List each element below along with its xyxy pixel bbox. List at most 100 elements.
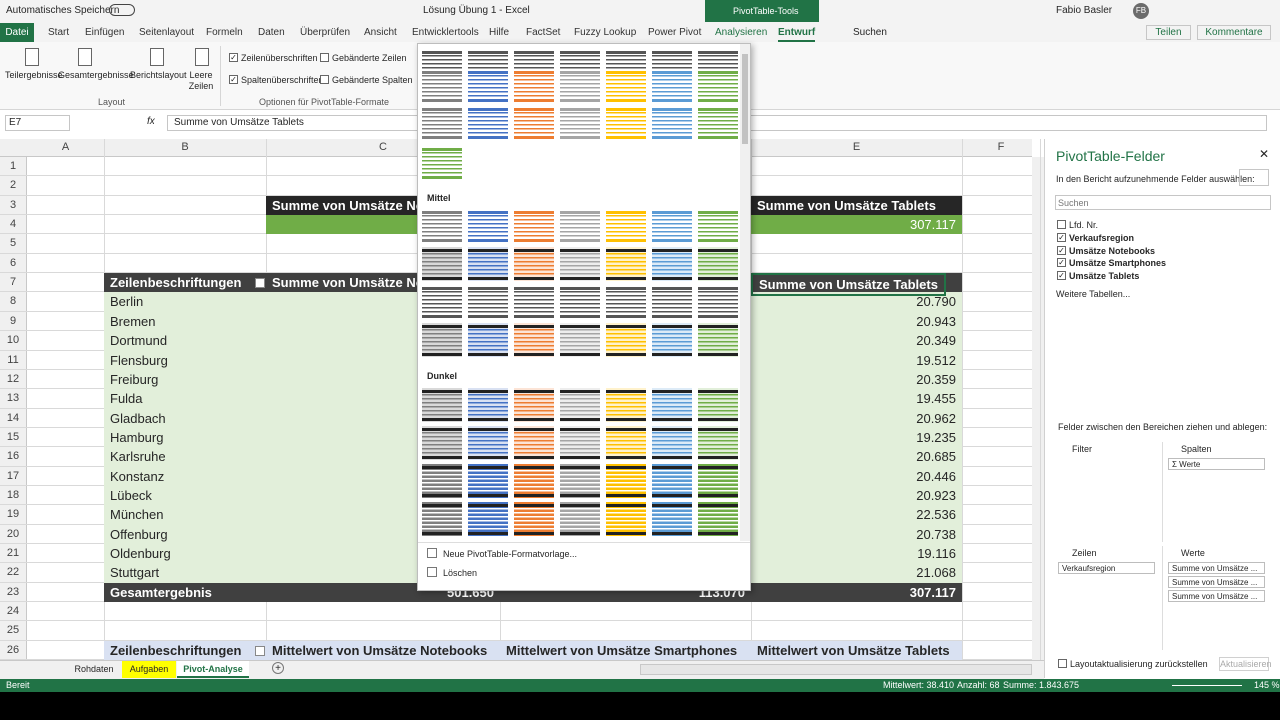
style-swatch[interactable] — [605, 502, 647, 536]
style-swatch[interactable] — [697, 464, 739, 498]
option-checkbox[interactable]: ✓ — [229, 75, 238, 84]
area-field[interactable]: Summe von Umsätze ... — [1168, 562, 1265, 574]
style-swatch[interactable] — [605, 323, 647, 357]
ribbon-tab[interactable]: Analysieren — [715, 27, 768, 38]
style-swatch[interactable] — [697, 106, 739, 140]
style-swatch[interactable] — [421, 502, 463, 536]
style-swatch[interactable] — [605, 388, 647, 422]
gallery-action[interactable]: Löschen — [443, 568, 478, 578]
style-swatch[interactable] — [605, 69, 647, 103]
style-swatch[interactable] — [513, 247, 555, 281]
field-label[interactable]: Umsätze Smartphones — [1069, 258, 1167, 269]
style-swatch[interactable] — [559, 426, 601, 460]
style-swatch[interactable] — [421, 209, 463, 243]
style-swatch[interactable] — [421, 106, 463, 140]
style-swatch[interactable] — [559, 388, 601, 422]
ribbon-tab[interactable]: Fuzzy Lookup — [574, 27, 637, 38]
style-swatch[interactable] — [605, 106, 647, 140]
style-swatch[interactable] — [651, 209, 693, 243]
style-swatch[interactable] — [421, 146, 463, 180]
style-swatch[interactable] — [513, 285, 555, 319]
add-sheet[interactable]: + — [272, 662, 284, 674]
gallery-action[interactable]: Neue PivotTable-Formatvorlage... — [443, 549, 578, 559]
area-field[interactable]: Summe von Umsätze ... — [1168, 590, 1265, 602]
field-label[interactable]: Lfd. Nr. — [1069, 220, 1099, 230]
option-label[interactable]: Gebänderte Zeilen — [332, 53, 407, 63]
style-swatch[interactable] — [513, 69, 555, 103]
horizontal-scrollbar[interactable] — [640, 664, 1032, 675]
style-swatch[interactable] — [467, 464, 509, 498]
pane-close[interactable]: ✕ — [1259, 147, 1270, 161]
gallery-thumb[interactable] — [742, 54, 748, 144]
gallery-scrollbar[interactable] — [740, 44, 750, 541]
style-swatch[interactable] — [421, 69, 463, 103]
style-swatch[interactable] — [421, 285, 463, 319]
zoom-slider[interactable] — [1172, 685, 1242, 686]
layout-button[interactable]: Gesamtergebnisse — [58, 70, 134, 80]
style-swatch[interactable] — [467, 323, 509, 357]
style-swatch[interactable] — [697, 388, 739, 422]
style-swatch[interactable] — [467, 209, 509, 243]
ribbon-tab[interactable]: Einfügen — [85, 27, 125, 38]
style-swatch[interactable] — [559, 69, 601, 103]
style-swatch[interactable] — [605, 464, 647, 498]
style-swatch[interactable] — [651, 464, 693, 498]
style-swatch[interactable] — [421, 247, 463, 281]
ribbon-tab[interactable]: Formeln — [206, 27, 243, 38]
style-swatch[interactable] — [513, 323, 555, 357]
style-swatch[interactable] — [513, 388, 555, 422]
name-box[interactable] — [5, 115, 70, 131]
style-swatch[interactable] — [651, 285, 693, 319]
style-swatch[interactable] — [559, 209, 601, 243]
style-swatch[interactable] — [651, 502, 693, 536]
style-swatch[interactable] — [559, 323, 601, 357]
update-button[interactable]: Aktualisieren — [1219, 657, 1272, 671]
style-swatch[interactable] — [605, 426, 647, 460]
style-swatch[interactable] — [605, 209, 647, 243]
sheet-tab[interactable]: Aufgaben — [122, 661, 176, 678]
ribbon-tab[interactable]: Start — [48, 27, 70, 38]
style-swatch[interactable] — [697, 247, 739, 281]
style-swatch[interactable] — [467, 426, 509, 460]
ribbon-tab[interactable]: Ansicht — [364, 27, 397, 38]
style-swatch[interactable] — [651, 106, 693, 140]
sheet-tab[interactable]: Rohdaten — [74, 664, 114, 674]
style-swatch[interactable] — [697, 209, 739, 243]
option-label[interactable]: Spaltenüberschriften — [241, 75, 324, 85]
style-swatch[interactable] — [559, 464, 601, 498]
layout-button[interactable]: Leere Zeilen — [188, 70, 214, 91]
ribbon-tab[interactable]: Datei — [0, 23, 34, 42]
field-checkbox[interactable] — [1057, 220, 1066, 229]
ribbon-tab[interactable]: Entwurf — [778, 23, 816, 42]
ribbon-tab[interactable]: Hilfe — [489, 27, 510, 38]
ribbon-tab[interactable]: Entwicklertools — [412, 27, 479, 38]
ribbon-tab[interactable]: Seitenlayout — [139, 27, 195, 38]
style-swatch[interactable] — [421, 323, 463, 357]
style-swatch[interactable] — [467, 285, 509, 319]
area-field[interactable]: Verkaufsregion — [1058, 562, 1155, 574]
style-swatch[interactable] — [605, 285, 647, 319]
style-swatch[interactable] — [467, 388, 509, 422]
filter-dropdown[interactable] — [255, 278, 265, 289]
field-checkbox[interactable]: ✓ — [1057, 232, 1066, 242]
ribbon-tab[interactable]: Daten — [258, 27, 285, 38]
defer-checkbox[interactable] — [1058, 659, 1067, 668]
style-swatch[interactable] — [651, 69, 693, 103]
style-swatch[interactable] — [605, 247, 647, 281]
sheet-tab[interactable]: Pivot-Analyse — [177, 661, 249, 678]
style-swatch[interactable] — [697, 69, 739, 103]
style-swatch[interactable] — [421, 426, 463, 460]
ribbon-tab[interactable]: FactSet — [526, 27, 561, 38]
style-swatch[interactable] — [421, 464, 463, 498]
filter-dropdown[interactable] — [255, 645, 265, 656]
field-label[interactable]: Umsätze Tablets — [1069, 271, 1140, 282]
more-tables[interactable]: Weitere Tabellen... — [1056, 289, 1131, 299]
style-swatch[interactable] — [421, 388, 463, 422]
style-swatch[interactable] — [467, 69, 509, 103]
style-swatch[interactable] — [697, 426, 739, 460]
autosave-toggle[interactable] — [109, 4, 135, 16]
field-label[interactable]: Umsätze Notebooks — [1069, 245, 1156, 256]
style-swatch[interactable] — [513, 426, 555, 460]
style-swatch[interactable] — [697, 502, 739, 536]
vertical-scrollbar[interactable] — [1032, 157, 1044, 660]
